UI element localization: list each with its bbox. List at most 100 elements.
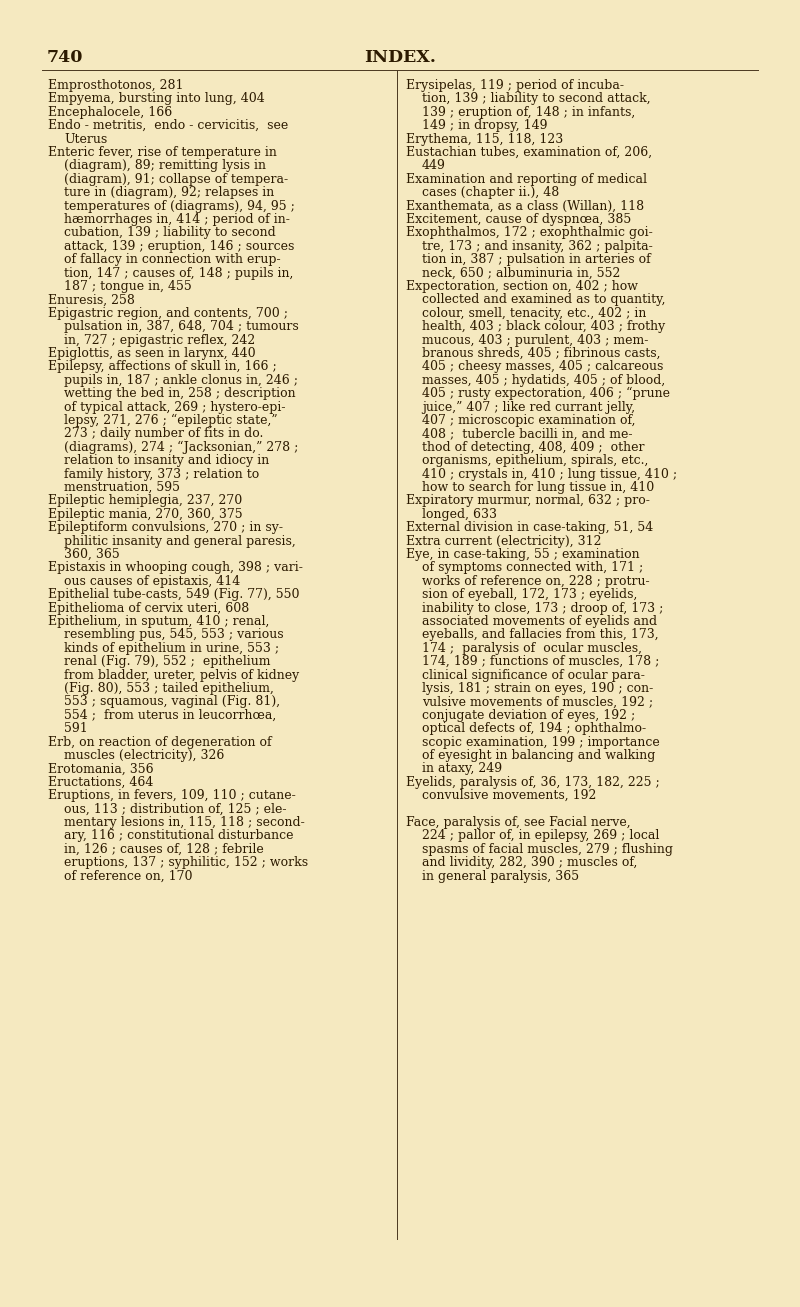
Text: Eyelids, paralysis of, 36, 173, 182, 225 ;: Eyelids, paralysis of, 36, 173, 182, 225…: [406, 776, 660, 789]
Text: Eye, in case-taking, 55 ; examination: Eye, in case-taking, 55 ; examination: [406, 548, 640, 561]
Text: conjugate deviation of eyes, 192 ;: conjugate deviation of eyes, 192 ;: [422, 708, 635, 721]
Text: lepsy, 271, 276 ; “epileptic state,”: lepsy, 271, 276 ; “epileptic state,”: [64, 414, 278, 427]
Text: tion, 147 ; causes of, 148 ; pupils in,: tion, 147 ; causes of, 148 ; pupils in,: [64, 267, 294, 280]
Text: and lividity, 282, 390 ; muscles of,: and lividity, 282, 390 ; muscles of,: [422, 856, 638, 869]
Text: ous causes of epistaxis, 414: ous causes of epistaxis, 414: [64, 575, 240, 588]
Text: Encephalocele, 166: Encephalocele, 166: [48, 106, 172, 119]
Text: mucous, 403 ; purulent, 403 ; mem-: mucous, 403 ; purulent, 403 ; mem-: [422, 333, 648, 346]
Text: 554 ;  from uterus in leucorrhœa,: 554 ; from uterus in leucorrhœa,: [64, 708, 276, 721]
Text: of typical attack, 269 ; hystero-epi-: of typical attack, 269 ; hystero-epi-: [64, 401, 286, 413]
Text: inability to close, 173 ; droop of, 173 ;: inability to close, 173 ; droop of, 173 …: [422, 601, 663, 614]
Text: Expectoration, section on, 402 ; how: Expectoration, section on, 402 ; how: [406, 280, 638, 293]
Text: Eustachian tubes, examination of, 206,: Eustachian tubes, examination of, 206,: [406, 146, 652, 159]
Text: vulsive movements of muscles, 192 ;: vulsive movements of muscles, 192 ;: [422, 695, 653, 708]
Text: Exanthemata, as a class (Willan), 118: Exanthemata, as a class (Willan), 118: [406, 200, 644, 213]
Text: Expiratory murmur, normal, 632 ; pro-: Expiratory murmur, normal, 632 ; pro-: [406, 494, 650, 507]
Text: works of reference on, 228 ; protru-: works of reference on, 228 ; protru-: [422, 575, 650, 588]
Text: pulsation in, 387, 648, 704 ; tumours: pulsation in, 387, 648, 704 ; tumours: [64, 320, 298, 333]
Text: Epistaxis in whooping cough, 398 ; vari-: Epistaxis in whooping cough, 398 ; vari-: [48, 562, 303, 574]
Text: Uterus: Uterus: [64, 132, 107, 145]
Text: of fallacy in connection with erup-: of fallacy in connection with erup-: [64, 254, 281, 267]
Text: cubation, 139 ; liability to second: cubation, 139 ; liability to second: [64, 226, 276, 239]
Text: 449: 449: [422, 159, 446, 173]
Text: 187 ; tongue in, 455: 187 ; tongue in, 455: [64, 280, 192, 293]
Text: Epithelial tube-casts, 549 (Fig. 77), 550: Epithelial tube-casts, 549 (Fig. 77), 55…: [48, 588, 299, 601]
Text: tion in, 387 ; pulsation in arteries of: tion in, 387 ; pulsation in arteries of: [422, 254, 650, 267]
Text: 591: 591: [64, 723, 88, 736]
Text: 273 ; daily number of fits in do.: 273 ; daily number of fits in do.: [64, 427, 263, 440]
Text: Enteric fever, rise of temperature in: Enteric fever, rise of temperature in: [48, 146, 277, 159]
Text: juice,” 407 ; like red currant jelly,: juice,” 407 ; like red currant jelly,: [422, 401, 635, 413]
Text: renal (Fig. 79), 552 ;  epithelium: renal (Fig. 79), 552 ; epithelium: [64, 655, 270, 668]
Text: mentary lesions in, 115, 118 ; second-: mentary lesions in, 115, 118 ; second-: [64, 816, 305, 829]
Text: resembling pus, 545, 553 ; various: resembling pus, 545, 553 ; various: [64, 629, 284, 642]
Text: attack, 139 ; eruption, 146 ; sources: attack, 139 ; eruption, 146 ; sources: [64, 239, 294, 252]
Text: Face, paralysis of, see Facial nerve,: Face, paralysis of, see Facial nerve,: [406, 816, 630, 829]
Text: menstruation, 595: menstruation, 595: [64, 481, 180, 494]
Text: Epithelium, in sputum, 410 ; renal,: Epithelium, in sputum, 410 ; renal,: [48, 616, 270, 627]
Text: Endo - metritis,  endo - cervicitis,  see: Endo - metritis, endo - cervicitis, see: [48, 119, 288, 132]
Text: spasms of facial muscles, 279 ; flushing: spasms of facial muscles, 279 ; flushing: [422, 843, 673, 856]
Text: muscles (electricity), 326: muscles (electricity), 326: [64, 749, 224, 762]
Text: ary, 116 ; constitutional disturbance: ary, 116 ; constitutional disturbance: [64, 830, 294, 843]
Text: 405 ; cheesy masses, 405 ; calcareous: 405 ; cheesy masses, 405 ; calcareous: [422, 361, 663, 374]
Text: relation to insanity and idiocy in: relation to insanity and idiocy in: [64, 455, 270, 467]
Text: Epileptiform convulsions, 270 ; in sy-: Epileptiform convulsions, 270 ; in sy-: [48, 521, 283, 535]
Text: in, 727 ; epigastric reflex, 242: in, 727 ; epigastric reflex, 242: [64, 333, 255, 346]
Text: colour, smell, tenacity, etc., 402 ; in: colour, smell, tenacity, etc., 402 ; in: [422, 307, 646, 320]
Text: Epileptic hemiplegia, 237, 270: Epileptic hemiplegia, 237, 270: [48, 494, 242, 507]
Text: Eruptions, in fevers, 109, 110 ; cutane-: Eruptions, in fevers, 109, 110 ; cutane-: [48, 789, 296, 802]
Text: 174, 189 ; functions of muscles, 178 ;: 174, 189 ; functions of muscles, 178 ;: [422, 655, 659, 668]
Text: hæmorrhages in, 414 ; period of in-: hæmorrhages in, 414 ; period of in-: [64, 213, 290, 226]
Text: (diagram), 91; collapse of tempera-: (diagram), 91; collapse of tempera-: [64, 173, 288, 186]
Text: collected and examined as to quantity,: collected and examined as to quantity,: [422, 293, 666, 306]
Text: Exophthalmos, 172 ; exophthalmic goi-: Exophthalmos, 172 ; exophthalmic goi-: [406, 226, 653, 239]
Text: Epilepsy, affections of skull in, 166 ;: Epilepsy, affections of skull in, 166 ;: [48, 361, 277, 374]
Text: convulsive movements, 192: convulsive movements, 192: [422, 789, 596, 802]
Text: sion of eyeball, 172, 173 ; eyelids,: sion of eyeball, 172, 173 ; eyelids,: [422, 588, 638, 601]
Text: in general paralysis, 365: in general paralysis, 365: [422, 869, 579, 882]
Text: of reference on, 170: of reference on, 170: [64, 869, 193, 882]
Text: 174 ;  paralysis of  ocular muscles,: 174 ; paralysis of ocular muscles,: [422, 642, 642, 655]
Text: tre, 173 ; and insanity, 362 ; palpita-: tre, 173 ; and insanity, 362 ; palpita-: [422, 239, 653, 252]
Text: optical defects of, 194 ; ophthalmo-: optical defects of, 194 ; ophthalmo-: [422, 723, 646, 736]
Text: 410 ; crystals in, 410 ; lung tissue, 410 ;: 410 ; crystals in, 410 ; lung tissue, 41…: [422, 468, 677, 481]
Text: 149 ; in dropsy, 149: 149 ; in dropsy, 149: [422, 119, 547, 132]
Text: 740: 740: [47, 48, 83, 65]
Text: associated movements of eyelids and: associated movements of eyelids and: [422, 616, 657, 627]
Text: eruptions, 137 ; syphilitic, 152 ; works: eruptions, 137 ; syphilitic, 152 ; works: [64, 856, 308, 869]
Text: Eructations, 464: Eructations, 464: [48, 776, 154, 789]
Text: 408 ;  tubercle bacilli in, and me-: 408 ; tubercle bacilli in, and me-: [422, 427, 633, 440]
Text: wetting the bed in, 258 ; description: wetting the bed in, 258 ; description: [64, 387, 296, 400]
Text: how to search for lung tissue in, 410: how to search for lung tissue in, 410: [422, 481, 654, 494]
Text: 405 ; rusty expectoration, 406 ; “prune: 405 ; rusty expectoration, 406 ; “prune: [422, 387, 670, 400]
Text: 407 ; microscopic examination of,: 407 ; microscopic examination of,: [422, 414, 635, 427]
Text: in, 126 ; causes of, 128 ; febrile: in, 126 ; causes of, 128 ; febrile: [64, 843, 264, 856]
Text: 360, 365: 360, 365: [64, 548, 120, 561]
Text: ture in (diagram), 92; relapses in: ture in (diagram), 92; relapses in: [64, 186, 274, 199]
Text: branous shreds, 405 ; fibrinous casts,: branous shreds, 405 ; fibrinous casts,: [422, 346, 661, 359]
Text: 139 ; eruption of, 148 ; in infants,: 139 ; eruption of, 148 ; in infants,: [422, 106, 635, 119]
Text: 553 ; squamous, vaginal (Fig. 81),: 553 ; squamous, vaginal (Fig. 81),: [64, 695, 280, 708]
Text: Erotomania, 356: Erotomania, 356: [48, 762, 154, 775]
Text: philitic insanity and general paresis,: philitic insanity and general paresis,: [64, 535, 296, 548]
Text: scopic examination, 199 ; importance: scopic examination, 199 ; importance: [422, 736, 660, 749]
Text: (diagram), 89; remitting lysis in: (diagram), 89; remitting lysis in: [64, 159, 266, 173]
Text: kinds of epithelium in urine, 553 ;: kinds of epithelium in urine, 553 ;: [64, 642, 279, 655]
Text: neck, 650 ; albuminuria in, 552: neck, 650 ; albuminuria in, 552: [422, 267, 620, 280]
Text: lysis, 181 ; strain on eyes, 190 ; con-: lysis, 181 ; strain on eyes, 190 ; con-: [422, 682, 654, 695]
Text: from bladder, ureter, pelvis of kidney: from bladder, ureter, pelvis of kidney: [64, 669, 299, 681]
Text: organisms, epithelium, spirals, etc.,: organisms, epithelium, spirals, etc.,: [422, 455, 648, 467]
Text: of eyesight in balancing and walking: of eyesight in balancing and walking: [422, 749, 655, 762]
Text: Empyema, bursting into lung, 404: Empyema, bursting into lung, 404: [48, 93, 265, 106]
Text: Examination and reporting of medical: Examination and reporting of medical: [406, 173, 647, 186]
Text: 224 ; pallor of, in epilepsy, 269 ; local: 224 ; pallor of, in epilepsy, 269 ; loca…: [422, 830, 659, 843]
Text: Emprosthotonos, 281: Emprosthotonos, 281: [48, 78, 183, 91]
Text: in ataxy, 249: in ataxy, 249: [422, 762, 502, 775]
Text: (diagrams), 274 ; “Jacksonian,” 278 ;: (diagrams), 274 ; “Jacksonian,” 278 ;: [64, 440, 298, 454]
Text: family history, 373 ; relation to: family history, 373 ; relation to: [64, 468, 259, 481]
Text: Erb, on reaction of degeneration of: Erb, on reaction of degeneration of: [48, 736, 272, 749]
Text: clinical significance of ocular para-: clinical significance of ocular para-: [422, 669, 645, 681]
Text: tion, 139 ; liability to second attack,: tion, 139 ; liability to second attack,: [422, 93, 650, 106]
Text: Extra current (electricity), 312: Extra current (electricity), 312: [406, 535, 602, 548]
